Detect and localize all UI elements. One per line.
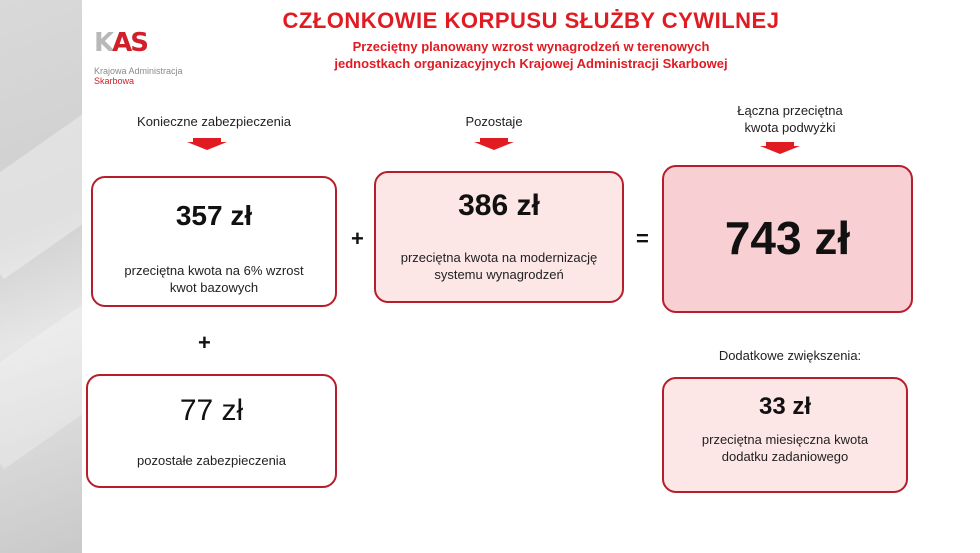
logo-mark-as: AS: [112, 28, 149, 58]
desc-other: pozostałe zabezpieczenia: [137, 453, 286, 468]
label-total: Łączna przeciętna kwota podwyżki: [680, 102, 900, 136]
sidebar-band: [0, 280, 82, 470]
subtitle-line1: Przeciętny planowany wzrost wynagrodzeń …: [352, 39, 710, 54]
box-modernization: 386 zł przeciętna kwota na modernizację …: [374, 171, 624, 303]
desc-task: przeciętna miesięczna kwota dodatku zada…: [674, 431, 896, 465]
box-other-safeguards: 77 zł pozostałe zabezpieczenia: [86, 374, 337, 488]
amount-total: 743 zł: [724, 212, 851, 264]
label-total-line1: Łączna przeciętna: [737, 103, 843, 118]
desc-base-line1: przeciętna kwota na 6% wzrost: [124, 263, 304, 278]
logo-text-line1: Krajowa Administracja: [94, 66, 183, 76]
amount-task: 33 zł: [758, 393, 812, 420]
plus-sign: +: [351, 226, 364, 251]
logo: KAS Krajowa Administracja Skarbowa: [92, 28, 202, 88]
desc-base-line2: kwot bazowych: [169, 280, 259, 295]
amount-modernization: 386 zł: [458, 189, 540, 222]
label-required: Konieczne zabezpieczenia: [137, 114, 291, 129]
label-extra: Dodatkowe zwiększenia:: [718, 348, 862, 363]
arrow-down-icon: [474, 138, 514, 150]
sidebar-decoration: [0, 0, 82, 553]
label-remaining: Pozostaje: [465, 114, 523, 129]
logo-mark-k: K: [94, 28, 114, 58]
box-task-allowance: 33 zł przeciętna miesięczna kwota dodatk…: [662, 377, 908, 493]
amount-base: 357 zł: [175, 200, 253, 231]
label-total-line2: kwota podwyżki: [744, 120, 836, 135]
desc-modernization-line1: przeciętna kwota na modernizację: [400, 250, 598, 265]
box-total: 743 zł: [662, 165, 913, 313]
desc-modernization-line2: systemu wynagrodzeń: [434, 267, 564, 282]
desc-modernization: przeciętna kwota na modernizację systemu…: [386, 249, 612, 283]
arrow-down-icon: [760, 142, 800, 154]
desc-task-line1: przeciętna miesięczna kwota: [701, 432, 869, 447]
sidebar-band: [0, 90, 82, 280]
amount-other: 77 zł: [179, 394, 244, 427]
page-title: CZŁONKOWIE KORPUSU SŁUŻBY CYWILNEJ: [282, 8, 780, 33]
logo-text-line2: Skarbowa: [94, 76, 135, 86]
page-subtitle: Przeciętny planowany wzrost wynagrodzeń …: [82, 38, 980, 72]
arrow-down-icon: [187, 138, 227, 150]
desc-base: przeciętna kwota na 6% wzrost kwot bazow…: [103, 262, 325, 296]
equals-sign: =: [636, 226, 649, 251]
plus-sign: +: [198, 330, 211, 355]
box-base-raise: 357 zł przeciętna kwota na 6% wzrost kwo…: [91, 176, 337, 307]
subtitle-line2: jednostkach organizacyjnych Krajowej Adm…: [334, 56, 728, 71]
logo-mark: KAS: [94, 28, 149, 58]
desc-task-line2: dodatku zadaniowego: [721, 449, 849, 464]
